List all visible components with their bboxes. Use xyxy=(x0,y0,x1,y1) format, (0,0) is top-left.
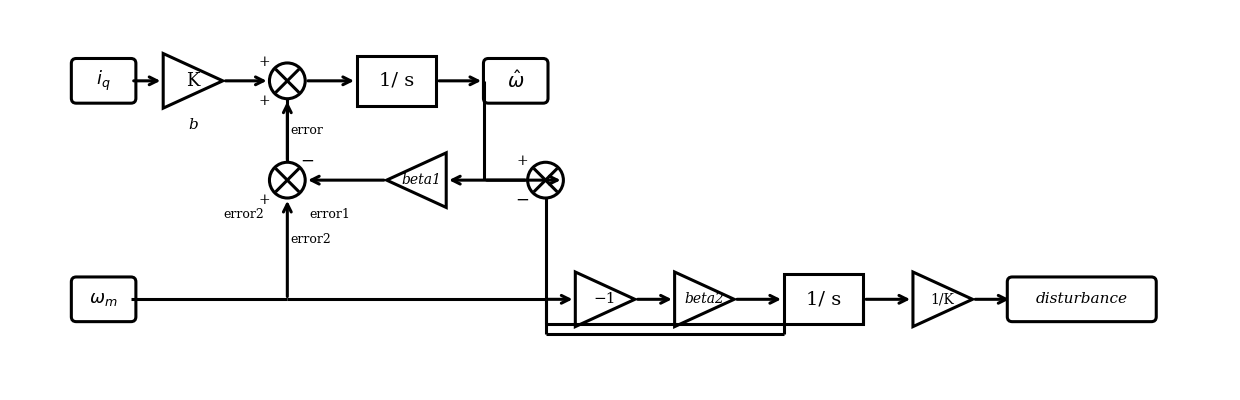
Text: error: error xyxy=(290,124,324,137)
Text: 1/ s: 1/ s xyxy=(379,72,414,90)
Bar xyxy=(784,274,863,324)
Text: beta2: beta2 xyxy=(684,292,724,306)
Text: −: − xyxy=(300,153,314,170)
Text: K: K xyxy=(186,72,200,90)
Text: disturbance: disturbance xyxy=(1035,292,1127,306)
FancyBboxPatch shape xyxy=(72,58,136,103)
Text: 1/K: 1/K xyxy=(931,292,955,306)
Text: +: + xyxy=(517,154,528,168)
Bar xyxy=(357,56,436,106)
Text: b: b xyxy=(188,118,198,132)
Text: $\omega_m$: $\omega_m$ xyxy=(89,290,118,308)
Text: error2: error2 xyxy=(290,233,331,246)
Text: +: + xyxy=(259,193,270,207)
Text: +: + xyxy=(259,94,270,108)
Text: $\hat{\omega}$: $\hat{\omega}$ xyxy=(507,70,525,92)
Text: beta1: beta1 xyxy=(402,173,441,187)
Text: error1: error1 xyxy=(309,208,350,221)
Text: 1/ s: 1/ s xyxy=(806,290,841,308)
FancyBboxPatch shape xyxy=(72,277,136,322)
FancyBboxPatch shape xyxy=(484,58,548,103)
Text: $i_q$: $i_q$ xyxy=(97,69,110,93)
Text: −: − xyxy=(516,192,529,208)
Text: error2: error2 xyxy=(223,208,264,221)
FancyBboxPatch shape xyxy=(1007,277,1156,322)
Text: +: + xyxy=(259,55,270,69)
Text: −1: −1 xyxy=(594,292,616,306)
